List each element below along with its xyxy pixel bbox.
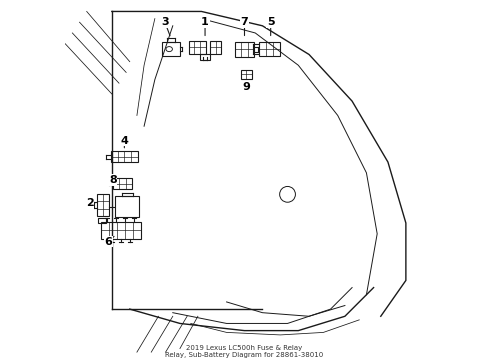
Bar <box>98 218 106 223</box>
Text: 2019 Lexus LC500h Fuse & Relay
Relay, Sub-Battery Diagram for 28861-38010: 2019 Lexus LC500h Fuse & Relay Relay, Su… <box>165 345 323 358</box>
Bar <box>97 194 108 216</box>
Text: 5: 5 <box>266 17 274 27</box>
Bar <box>210 41 221 54</box>
Text: 4: 4 <box>120 136 128 145</box>
Bar <box>258 42 280 56</box>
Text: 7: 7 <box>240 17 248 27</box>
Text: 8: 8 <box>109 175 117 185</box>
Text: 2: 2 <box>85 198 93 208</box>
Bar <box>188 41 205 54</box>
Bar <box>115 197 139 217</box>
Text: 6: 6 <box>104 237 112 247</box>
Bar <box>111 151 138 162</box>
Text: 3: 3 <box>161 17 168 27</box>
Bar <box>162 42 179 56</box>
Bar <box>234 41 254 57</box>
Bar <box>112 178 132 189</box>
Text: 1: 1 <box>201 17 208 27</box>
Bar <box>199 54 210 60</box>
Bar <box>240 70 251 78</box>
Bar <box>101 222 140 239</box>
Text: 9: 9 <box>242 82 250 92</box>
